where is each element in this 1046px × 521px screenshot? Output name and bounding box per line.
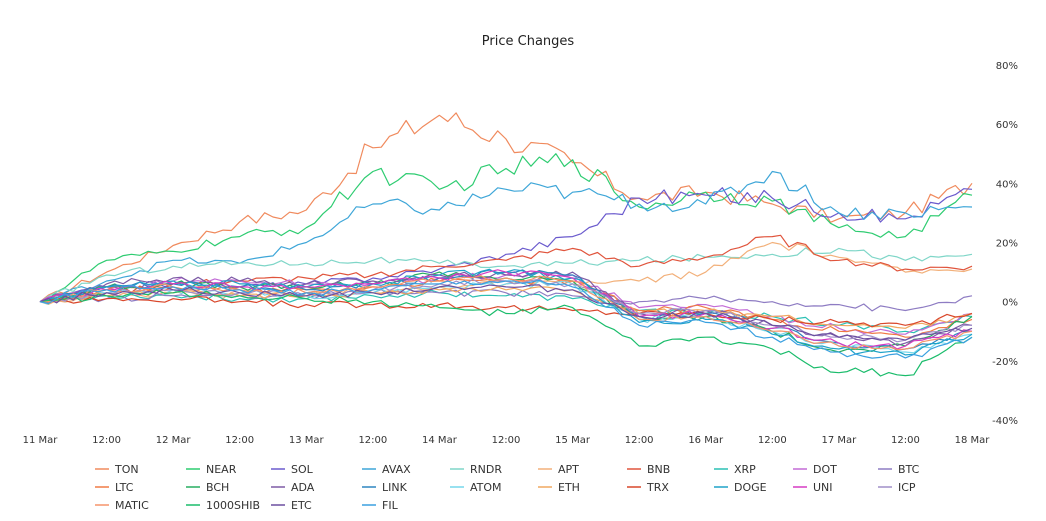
- series-line-ton: [39, 112, 973, 303]
- legend-label: ETH: [558, 481, 580, 494]
- x-axis: 11 Mar 12:00 12 Mar 12:00 13 Mar 12:00 14 Mar 1…: [23, 435, 991, 446]
- series-line-fil: [39, 279, 973, 359]
- x-tick-label: 11 Mar: [23, 435, 59, 446]
- y-tick-label: 20%: [996, 239, 1018, 250]
- x-tick-label: 12:00: [891, 435, 920, 446]
- x-tick-label: 18 Mar: [955, 435, 991, 446]
- x-tick-label: 14 Mar: [422, 435, 458, 446]
- series-line-avax: [39, 170, 973, 303]
- x-tick-label: 17 Mar: [821, 435, 857, 446]
- legend-label: RNDR: [470, 463, 502, 476]
- series-lines: [39, 112, 973, 377]
- legend-label: UNI: [813, 481, 833, 494]
- legend-label: LINK: [382, 481, 408, 494]
- series-line-near: [39, 153, 973, 303]
- legend-label: 1000SHIB: [206, 499, 260, 512]
- legend-label: XRP: [734, 463, 756, 476]
- legend-label: ETC: [291, 499, 312, 512]
- legend-label: ADA: [291, 481, 315, 494]
- series-line-etc: [39, 284, 973, 341]
- y-tick-label: -40%: [992, 416, 1018, 427]
- legend-label: DOGE: [734, 481, 767, 494]
- legend-label: TON: [114, 463, 139, 476]
- legend-label: DOT: [813, 463, 837, 476]
- x-tick-label: 13 Mar: [289, 435, 325, 446]
- x-tick-label: 16 Mar: [688, 435, 724, 446]
- legend-label: TRX: [646, 481, 669, 494]
- y-tick-label: 0%: [1002, 298, 1018, 309]
- x-tick-label: 12:00: [492, 435, 521, 446]
- y-tick-label: 40%: [996, 179, 1018, 190]
- legend-label: APT: [558, 463, 579, 476]
- y-tick-label: 80%: [996, 61, 1018, 72]
- legend-label: NEAR: [206, 463, 237, 476]
- x-tick-label: 12:00: [758, 435, 787, 446]
- legend-label: SOL: [291, 463, 314, 476]
- chart-title: Price Changes: [482, 34, 575, 49]
- legend-label: BCH: [206, 481, 229, 494]
- legend-label: FIL: [382, 499, 399, 512]
- legend-label: BNB: [647, 463, 670, 476]
- series-line-xrp: [39, 289, 973, 334]
- series-line-rndr: [39, 247, 973, 303]
- legend: TON NEAR SOL AVAX RNDR APT BNB XRP DOT BTC LTC BCH A…: [95, 463, 920, 512]
- legend-label: ICP: [898, 481, 916, 494]
- legend-label: ATOM: [470, 481, 502, 494]
- x-tick-label: 12:00: [225, 435, 254, 446]
- y-tick-label: -20%: [992, 357, 1018, 368]
- series-line-1000shib: [39, 289, 973, 377]
- y-tick-label: 60%: [996, 120, 1018, 131]
- x-tick-label: 12:00: [92, 435, 121, 446]
- x-tick-label: 12:00: [358, 435, 387, 446]
- x-tick-label: 15 Mar: [555, 435, 591, 446]
- x-tick-label: 12 Mar: [156, 435, 192, 446]
- series-line-trx: [39, 295, 973, 328]
- y-axis: 80% 60% 40% 20% 0% -20% -40%: [992, 61, 1018, 427]
- legend-label: LTC: [115, 481, 134, 494]
- legend-label: MATIC: [115, 499, 149, 512]
- legend-label: BTC: [898, 463, 920, 476]
- legend-label: AVAX: [382, 463, 411, 476]
- x-tick-label: 12:00: [625, 435, 654, 446]
